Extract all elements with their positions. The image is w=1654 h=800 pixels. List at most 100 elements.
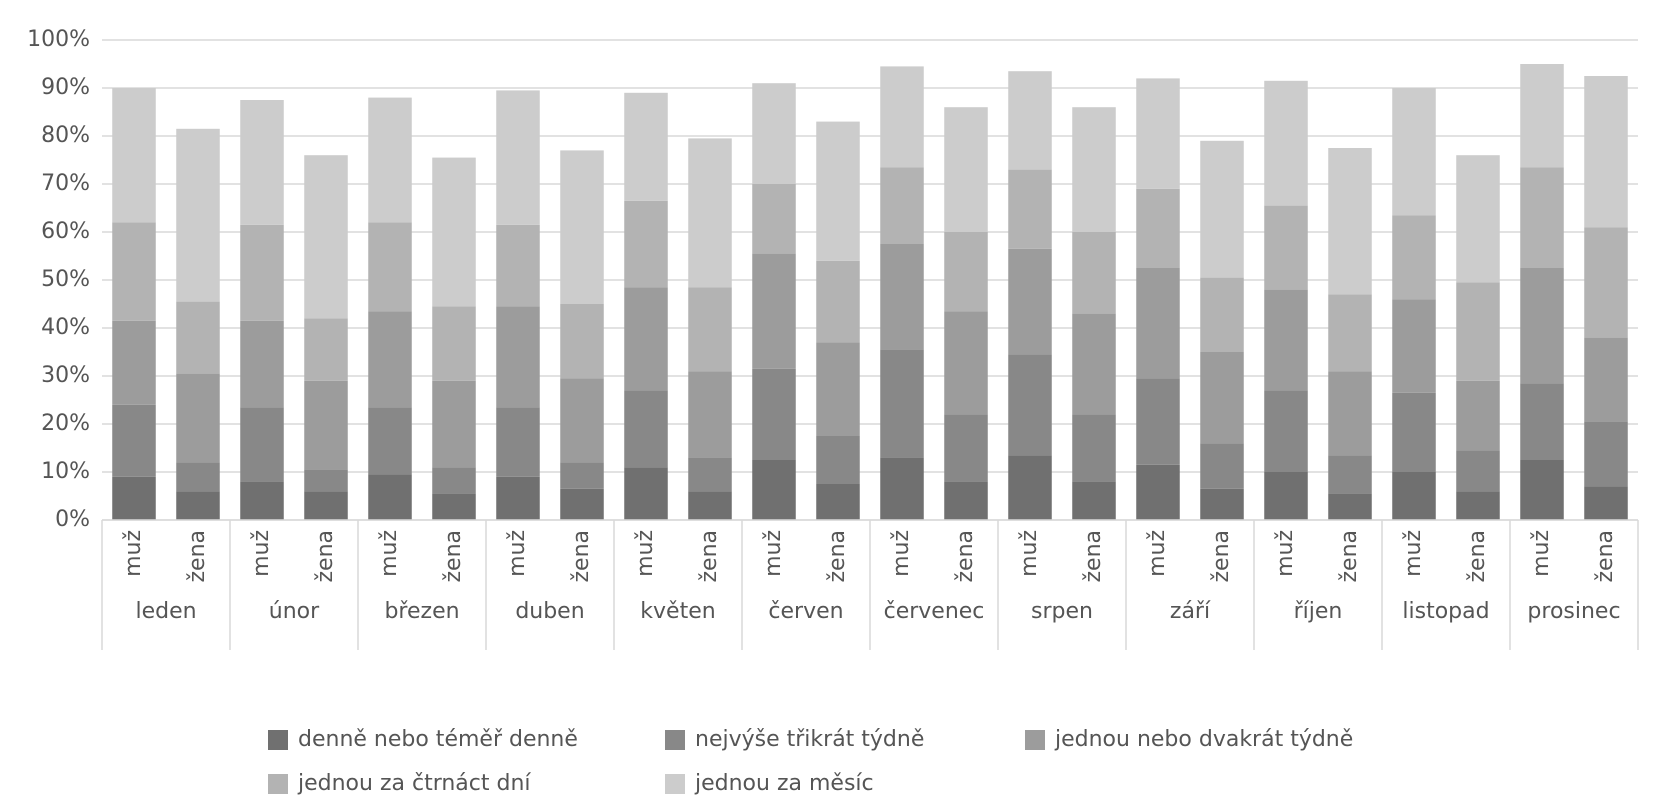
x-tick-label: žena	[825, 530, 850, 583]
bar-segment	[816, 121, 860, 261]
bar-segment	[240, 224, 284, 321]
bar-segment	[880, 244, 924, 350]
bar-segment	[1520, 268, 1564, 384]
x-tick-label: žena	[569, 530, 594, 583]
bar-segment	[176, 301, 220, 374]
y-tick-label: 60%	[41, 219, 90, 244]
y-tick-label: 90%	[41, 75, 90, 100]
bar-segment	[432, 380, 476, 468]
bar-segment	[496, 407, 540, 477]
x-tick-label: muž	[1529, 530, 1554, 577]
bar-segment	[432, 493, 476, 520]
bar-segment	[624, 467, 668, 520]
legend-swatch	[665, 774, 685, 794]
group-label: duben	[515, 599, 584, 624]
bar-segment	[816, 436, 860, 484]
bar-segment	[1136, 378, 1180, 465]
group-label: červen	[768, 599, 843, 624]
bar-segment	[176, 128, 220, 302]
bar-segment	[1264, 390, 1308, 472]
bar-segment	[944, 232, 988, 312]
legend-label: jednou nebo dvakrát týdně	[1054, 727, 1353, 752]
bar-segment	[752, 184, 796, 254]
bar-segment	[624, 390, 668, 468]
bar-segment	[240, 320, 284, 408]
bar-segment	[560, 462, 604, 489]
x-tick-label: žena	[313, 530, 338, 583]
group-label: květen	[640, 599, 715, 624]
x-tick-label: muž	[633, 530, 658, 577]
bar-segment	[432, 467, 476, 494]
group-label: říjen	[1294, 599, 1343, 624]
bar-segment	[304, 380, 348, 470]
bar-segment	[816, 484, 860, 520]
y-tick-label: 20%	[41, 411, 90, 436]
bar-segment	[368, 407, 412, 475]
bar-segment	[496, 476, 540, 520]
group-label: únor	[269, 599, 320, 624]
bar-segment	[304, 491, 348, 520]
bar-segment	[304, 318, 348, 381]
bar-segment	[624, 287, 668, 391]
bar-segment	[432, 306, 476, 381]
bar-segment	[1520, 460, 1564, 520]
group-label: leden	[135, 599, 196, 624]
y-tick-label: 30%	[41, 363, 90, 388]
bar-segment	[304, 155, 348, 319]
bar-segment	[880, 66, 924, 168]
bar-segment	[240, 100, 284, 225]
bar-segment	[1584, 337, 1628, 422]
y-tick-label: 0%	[55, 507, 90, 532]
bar-segment	[1328, 455, 1372, 494]
bar-segment	[688, 457, 732, 492]
x-tick-label: žena	[1081, 530, 1106, 583]
bar-segment	[1584, 486, 1628, 520]
y-tick-label: 50%	[41, 267, 90, 292]
x-tick-label: muž	[1017, 530, 1042, 577]
group-label: září	[1170, 599, 1211, 624]
x-tick-label: muž	[1145, 530, 1170, 577]
x-tick-label: muž	[761, 530, 786, 577]
x-tick-label: muž	[1273, 530, 1298, 577]
x-tick-label: žena	[953, 530, 978, 583]
bar-segment	[1392, 472, 1436, 520]
group-label: březen	[384, 599, 459, 624]
bar-segment	[752, 83, 796, 184]
y-tick-label: 40%	[41, 315, 90, 340]
legend-swatch	[1025, 730, 1045, 750]
bar-segment	[240, 481, 284, 520]
x-tick-label: žena	[185, 530, 210, 583]
bar-segment	[944, 107, 988, 232]
bar-segment	[176, 491, 220, 520]
x-tick-label: muž	[505, 530, 530, 577]
x-tick-label: žena	[1465, 530, 1490, 583]
bar-segment	[112, 404, 156, 477]
y-tick-label: 100%	[27, 27, 90, 52]
bar-segment	[1072, 313, 1116, 415]
bar-segment	[1136, 464, 1180, 520]
bar-segment	[1008, 71, 1052, 170]
y-tick-label: 70%	[41, 171, 90, 196]
bar-segment	[1520, 383, 1564, 460]
x-tick-label: žena	[697, 530, 722, 583]
bar-segment	[560, 488, 604, 520]
x-tick-label: žena	[1593, 530, 1618, 583]
bar-segment	[1008, 354, 1052, 456]
bar-segment	[560, 150, 604, 304]
bar-segment	[1008, 248, 1052, 355]
bar-segment	[688, 371, 732, 458]
bar-segment	[368, 97, 412, 223]
x-tick-label: žena	[1209, 530, 1234, 583]
bar-segment	[1392, 215, 1436, 300]
bar-segment	[496, 90, 540, 225]
bar-segment	[1200, 352, 1244, 444]
bar-segment	[1136, 268, 1180, 379]
bar-segment	[688, 491, 732, 520]
group-label: prosinec	[1527, 599, 1620, 624]
bar-segment	[1328, 371, 1372, 456]
bar-segment	[1200, 277, 1244, 352]
legend-swatch	[665, 730, 685, 750]
bar-segment	[752, 460, 796, 520]
bar-segment	[752, 368, 796, 460]
